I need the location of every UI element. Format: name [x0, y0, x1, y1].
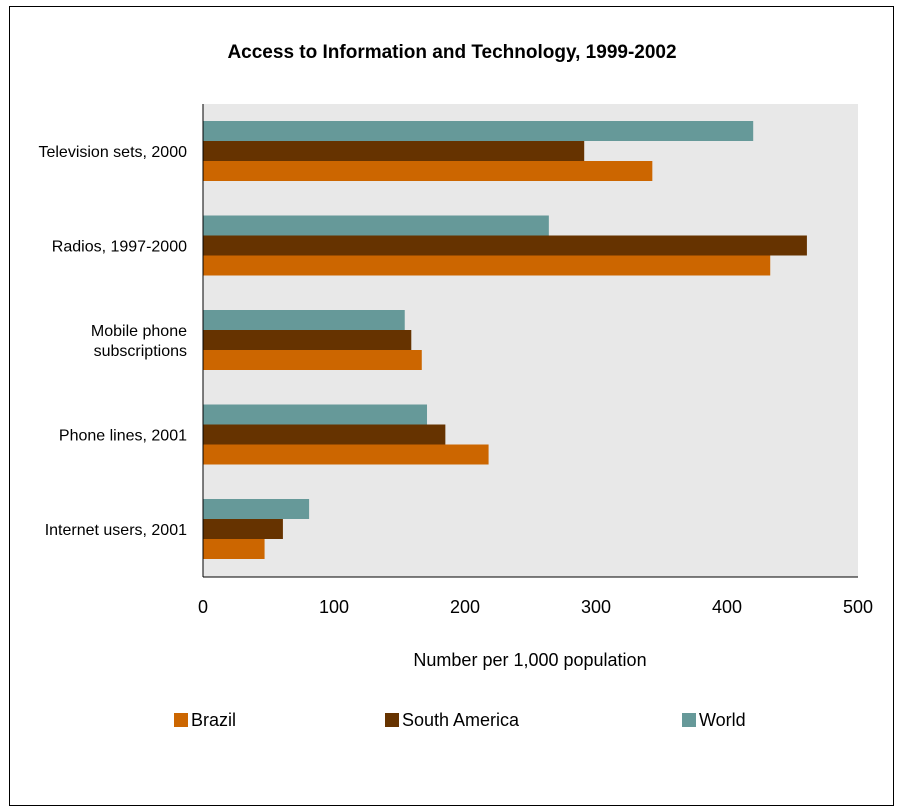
legend-label-south-america: South America	[402, 710, 520, 730]
legend-swatch-brazil	[174, 713, 188, 727]
bar-brazil-1	[203, 255, 771, 276]
bar-brazil-4	[203, 539, 265, 559]
bar-world-4	[203, 499, 310, 519]
bar-south-america-4	[203, 519, 283, 539]
category-label: Television sets, 2000	[38, 144, 187, 161]
bar-south-america-2	[203, 330, 412, 350]
bar-south-america-1	[203, 235, 807, 256]
legend-swatch-south-america	[385, 713, 399, 727]
bar-brazil-2	[203, 350, 422, 370]
x-tick-label: 100	[319, 597, 349, 617]
legend-label-world: World	[699, 710, 746, 730]
bar-south-america-0	[203, 141, 585, 161]
x-axis-title: Number per 1,000 population	[413, 650, 646, 670]
category-label: Radios, 1997-2000	[52, 239, 187, 256]
x-tick-label: 500	[843, 597, 873, 617]
category-label: Mobile phone subscriptions	[91, 323, 187, 360]
bar-brazil-0	[203, 161, 653, 181]
category-label: Internet users, 2001	[45, 522, 187, 539]
category-label: Phone lines, 2001	[59, 428, 187, 445]
bar-south-america-3	[203, 424, 446, 445]
x-tick-label: 0	[198, 597, 208, 617]
chart: Access to Information and Technology, 19…	[38, 42, 873, 730]
bar-world-2	[203, 310, 405, 330]
bar-world-3	[203, 404, 428, 425]
legend-label-brazil: Brazil	[191, 710, 236, 730]
x-tick-label: 400	[712, 597, 742, 617]
bar-brazil-3	[203, 444, 489, 465]
bar-world-0	[203, 121, 754, 141]
x-tick-label: 200	[450, 597, 480, 617]
bar-world-1	[203, 215, 549, 236]
legend-swatch-world	[682, 713, 696, 727]
chart-title: Access to Information and Technology, 19…	[227, 42, 676, 63]
x-tick-label: 300	[581, 597, 611, 617]
